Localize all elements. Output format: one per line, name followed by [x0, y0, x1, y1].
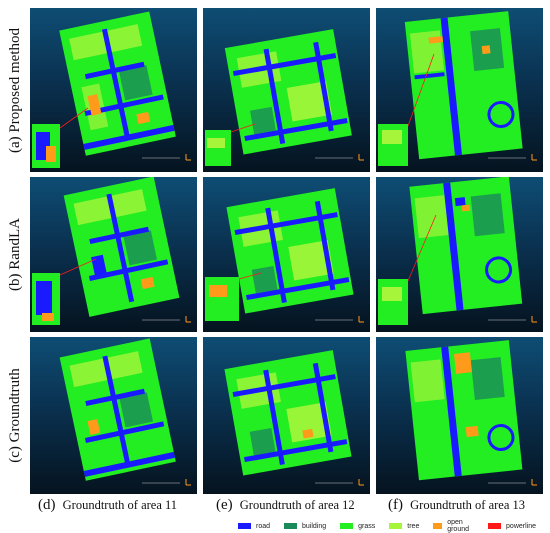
legend-label-tree: tree [407, 522, 420, 530]
legend-swatch-powerline [488, 523, 502, 529]
legend-swatch-building [284, 523, 298, 529]
row-label-a-text: (a) Proposed method [6, 27, 23, 153]
row-label-b-text: (b) RandLA [6, 218, 23, 291]
legend-item-building: building [284, 523, 326, 530]
legend-label-open-ground: open ground [447, 519, 469, 533]
legend-item-grass: grass [340, 523, 375, 530]
caption-f-letter: (f) [388, 497, 403, 513]
panel-randla-area11 [30, 177, 197, 332]
panel-proposed-area12 [203, 8, 370, 172]
caption-d: (d) Groundtruth of area 11 [38, 497, 177, 514]
legend-label-road: road [256, 522, 271, 530]
caption-e-text: Groundtruth of area 12 [239, 498, 355, 512]
legend: road building grass tree open ground pow… [238, 519, 550, 533]
legend-swatch-grass [340, 523, 354, 529]
panel-proposed-area11 [30, 8, 197, 172]
caption-e: (e) Groundtruth of area 12 [216, 497, 355, 514]
row-label-c: (c) Groundtruth [0, 337, 30, 494]
row-label-a: (a) Proposed method [0, 8, 30, 172]
caption-d-text: Groundtruth of area 11 [62, 498, 178, 512]
panel-groundtruth-area11 [30, 337, 197, 494]
legend-item-tree: tree [389, 523, 419, 530]
legend-label-powerline: powerline [506, 522, 536, 530]
legend-item-powerline: powerline [488, 523, 536, 530]
legend-swatch-open-ground [433, 523, 443, 529]
caption-e-letter: (e) [216, 497, 233, 513]
caption-f: (f) Groundtruth of area 13 [388, 497, 525, 514]
panel-randla-area13 [376, 177, 543, 332]
caption-f-text: Groundtruth of area 13 [410, 498, 526, 512]
legend-swatch-tree [389, 523, 403, 529]
legend-item-open-ground: open ground [433, 519, 474, 533]
panel-proposed-area13 [376, 8, 543, 172]
legend-item-road: road [238, 523, 270, 530]
legend-label-grass: grass [358, 522, 376, 530]
legend-label-building: building [302, 522, 327, 530]
legend-swatch-road [238, 523, 251, 529]
caption-d-letter: (d) [38, 497, 56, 513]
panel-randla-area12 [203, 177, 370, 332]
row-label-b: (b) RandLA [0, 177, 30, 332]
panel-groundtruth-area13 [376, 337, 543, 494]
row-label-c-text: (c) Groundtruth [6, 368, 23, 463]
panel-groundtruth-area12 [203, 337, 370, 494]
